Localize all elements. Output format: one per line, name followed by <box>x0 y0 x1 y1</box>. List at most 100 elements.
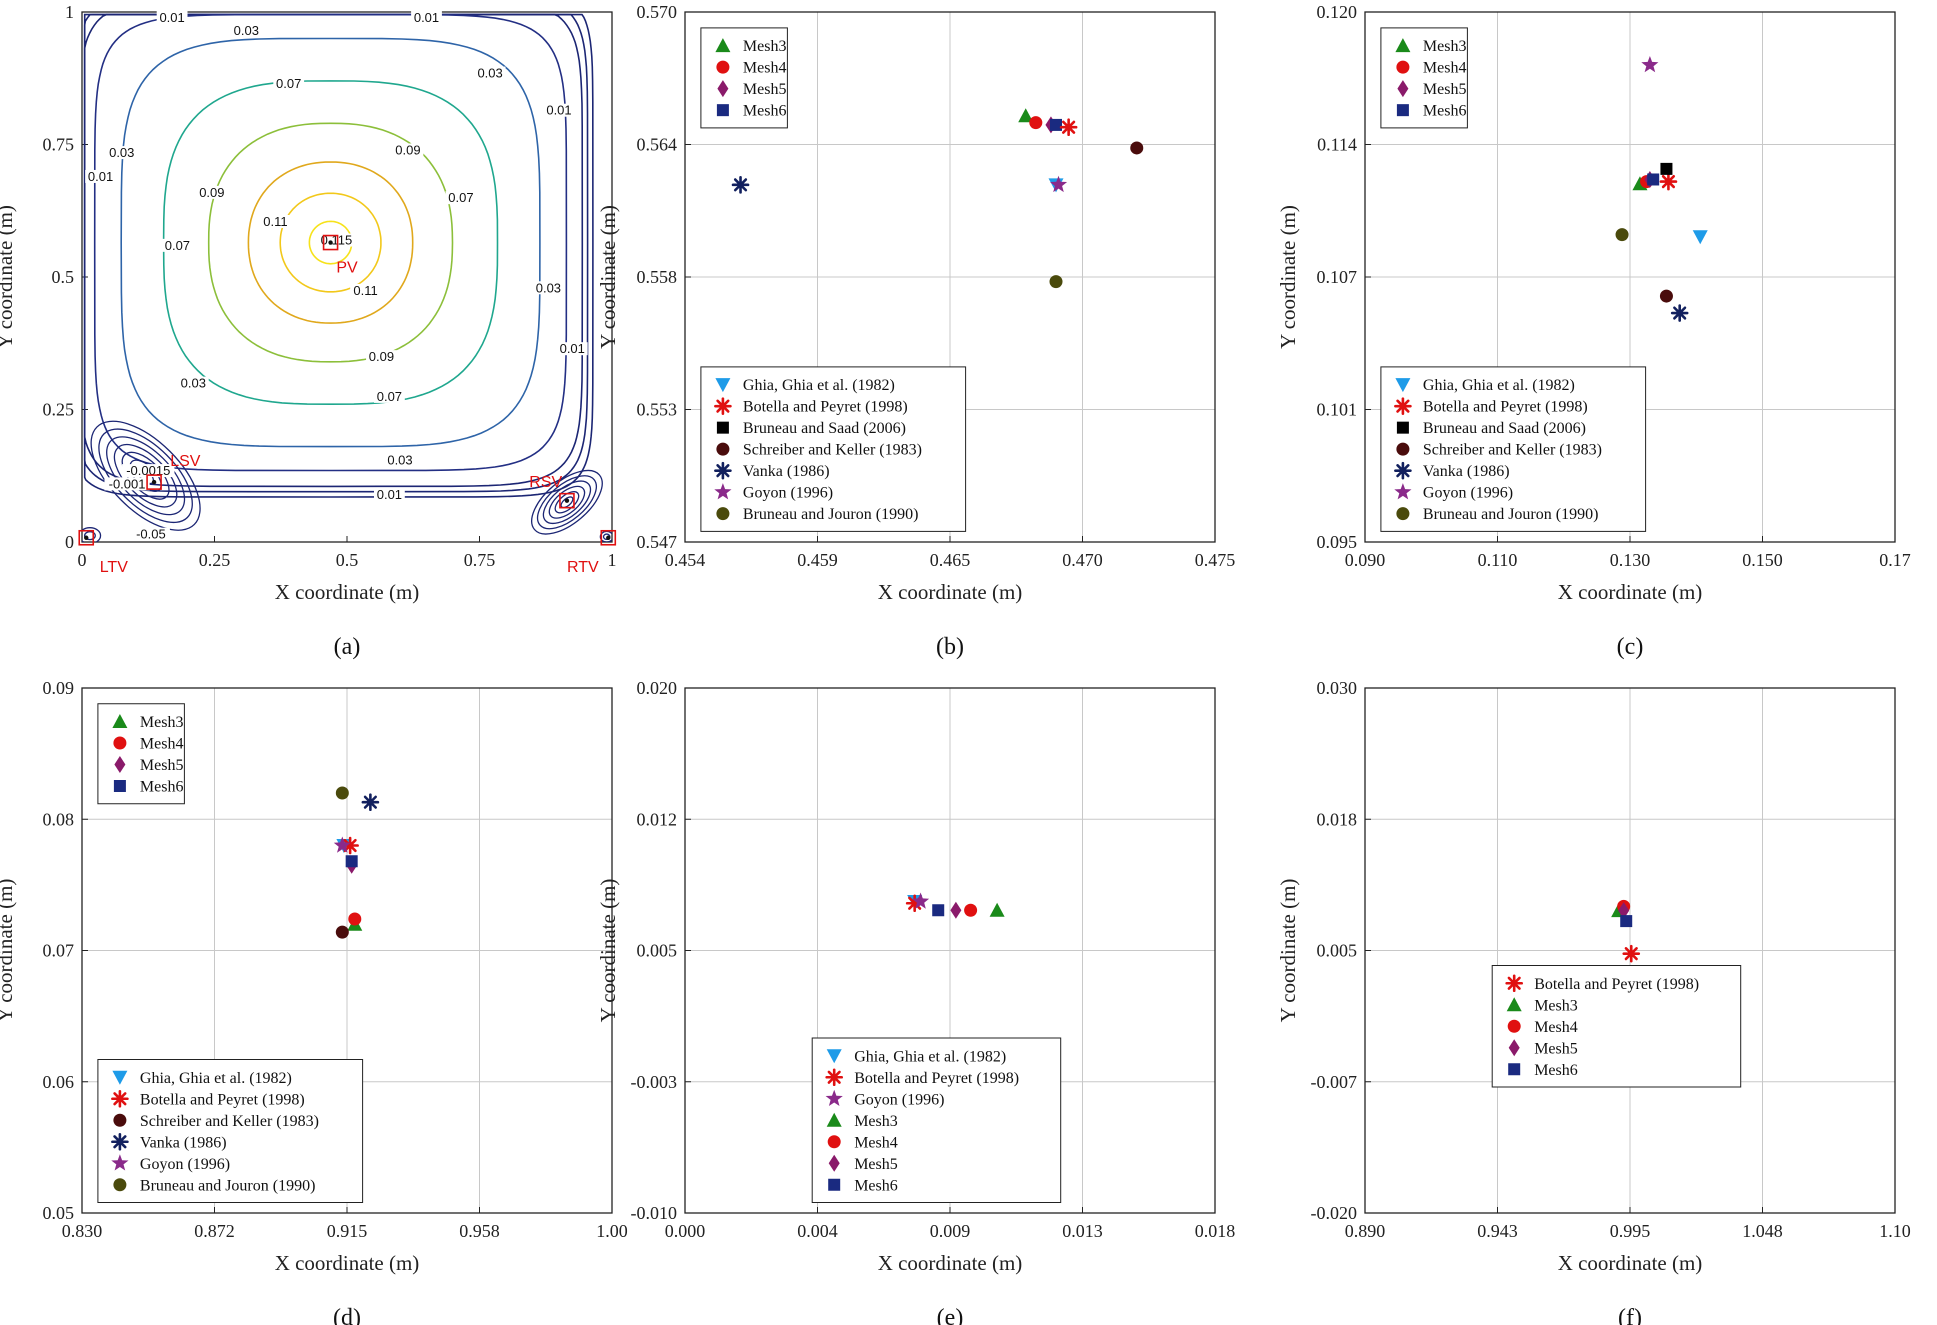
legend-marker <box>1396 507 1410 521</box>
point-ghia-ghia-et-al-1982 <box>1692 230 1708 245</box>
contour-label-bg <box>85 169 116 183</box>
legend-entry: Bruneau and Saad (2006) <box>743 420 906 437</box>
y-tick-label: 0.101 <box>1317 400 1358 420</box>
contour-label-bg <box>384 453 416 467</box>
x-tick-label: 0.009 <box>930 1221 971 1241</box>
legend-entry: Vanka (1986) <box>743 463 830 480</box>
y-tick-label: 0.09 <box>43 678 75 698</box>
point-vanka-1986 <box>1670 304 1689 322</box>
legend-box <box>700 27 788 129</box>
contour-label-bg <box>445 191 477 205</box>
contour-label-bg <box>273 77 305 91</box>
y-axis-title: Y coordinate (m) <box>596 879 620 1023</box>
legend-box <box>811 1037 1062 1203</box>
legend-marker <box>1394 461 1412 480</box>
panel-a: 0 0.25 0.5 0.75 1 0 0.25 0.5 0.75 1 X coordinate (… <box>0 2 617 660</box>
contour-ltv <box>82 527 102 542</box>
legend-entry: Mesh4 <box>140 736 184 753</box>
contour-0.115 <box>308 220 353 265</box>
legend-marker <box>715 38 731 53</box>
x-tick-label: 0.110 <box>1478 550 1518 570</box>
legend-bottom-c: Ghia, Ghia et al. (1982) Botella and Peyr… <box>1380 366 1647 532</box>
x-tick-label: 0.000 <box>665 1221 706 1241</box>
point-mesh4 <box>348 912 362 926</box>
legend-marker <box>112 714 128 728</box>
legend-entry: Mesh4 <box>743 60 787 77</box>
y-tick-label: 0.558 <box>637 267 678 287</box>
vortex-label: LSV <box>170 453 201 470</box>
vortex-label: PV <box>336 259 358 276</box>
contour-label: 0.07 <box>377 389 402 404</box>
legend-box <box>1491 965 1742 1088</box>
contour-label-bg <box>122 464 175 478</box>
contour-label: 0.03 <box>536 280 561 295</box>
legend-entry: Mesh6 <box>1534 1062 1578 1079</box>
contour-label: 0.03 <box>181 376 206 391</box>
y-tick-label: 0.095 <box>1317 532 1358 552</box>
legend-top-b: Mesh3 Mesh4 Mesh5 Mesh6 <box>700 27 788 129</box>
contour-lsv <box>106 436 186 516</box>
point-mesh6 <box>1050 118 1062 131</box>
legend-bottom-f: Botella and Peyret (1998) Mesh3 Mesh4 Mesh5… <box>1491 965 1742 1088</box>
legend-marker <box>717 80 729 98</box>
contour-label-bg <box>106 146 138 160</box>
legend-marker <box>111 1089 129 1108</box>
legend-marker <box>113 1113 127 1127</box>
legend-entry: Botella and Peyret (1998) <box>854 1070 1019 1087</box>
contour-label: 0.03 <box>477 66 502 81</box>
contour-0.01-b <box>83 13 589 493</box>
x-tick-label: 1.00 <box>596 1221 628 1241</box>
y-tick-label: 0.020 <box>637 678 678 698</box>
legend-marker <box>113 780 126 792</box>
contour-label: 0.09 <box>199 185 224 200</box>
contour-label-bg <box>411 10 442 24</box>
legend-entry: Goyon (1996) <box>1423 485 1513 502</box>
legend-marker <box>826 1049 842 1064</box>
y-tick-label: 0.107 <box>1317 267 1358 287</box>
x-axis-title: X coordinate (m) <box>275 580 420 604</box>
legend-entry: Mesh6 <box>1423 103 1467 120</box>
contour-rsv <box>531 469 603 535</box>
x-axis-title: X coordinate (m) <box>878 580 1023 604</box>
contour-lsv <box>90 420 201 531</box>
vortex-centre-rtv <box>606 535 611 540</box>
x-tick-label: 0.943 <box>1477 1221 1518 1241</box>
legend-marker <box>1508 1039 1520 1057</box>
y-tick-label: 0.07 <box>43 941 75 961</box>
contour-label-bg <box>533 281 564 295</box>
x-axis-title: X coordinate (m) <box>878 1251 1023 1275</box>
legend-bottom-b: Ghia, Ghia et al. (1982) Botella and Peyr… <box>700 366 967 532</box>
point-mesh5 <box>950 901 962 919</box>
y-tick-label: 0.553 <box>637 400 678 420</box>
legend-top-d: Mesh3 Mesh4 Mesh5 Mesh6 <box>97 703 185 805</box>
contour-label: -0.001 <box>109 476 146 491</box>
contour-0.1 <box>247 161 414 324</box>
x-tick-label: 0.958 <box>459 1221 500 1241</box>
panel-label: (f) <box>1618 1305 1642 1325</box>
legend-entry: Mesh5 <box>743 81 787 98</box>
vortex-box-lsv <box>146 474 162 490</box>
vortex-box-ltv <box>78 529 95 546</box>
contour-0.01 <box>83 13 594 498</box>
legend-marker <box>1396 104 1409 117</box>
legend-entry: Botella and Peyret (1998) <box>1423 399 1588 416</box>
legend-bottom-e: Ghia, Ghia et al. (1982) Botella and Peyr… <box>811 1037 1062 1203</box>
y-axis-title: Y coordinate (m) <box>1276 205 1300 349</box>
legend-marker <box>716 507 730 521</box>
point-schreiber-and-keller-1983 <box>1659 289 1673 303</box>
point-mesh6 <box>1620 915 1633 928</box>
legend-marker <box>113 1178 127 1192</box>
panel-f: 0.890 0.943 0.995 1.048 1.10 -0.020 -0.007 0.00… <box>1276 678 1911 1325</box>
legend-entry: Mesh5 <box>854 1156 898 1173</box>
legend-entry: Mesh3 <box>1423 38 1467 55</box>
legend-entry: Mesh3 <box>140 714 184 731</box>
legend-bottom-d: Ghia, Ghia et al. (1982) Botella and Peyr… <box>97 1059 364 1203</box>
y-axis-title: Y coordinate (m) <box>1276 879 1300 1023</box>
x-tick-label: 0.090 <box>1345 550 1386 570</box>
x-axis-title: X coordinate (m) <box>1558 1251 1703 1275</box>
y-tick-label: 0.564 <box>637 135 678 155</box>
legend-marker <box>1506 997 1522 1012</box>
legend-entry: Mesh5 <box>1534 1040 1578 1057</box>
legend-marker <box>716 421 729 434</box>
legend-box <box>700 366 967 532</box>
